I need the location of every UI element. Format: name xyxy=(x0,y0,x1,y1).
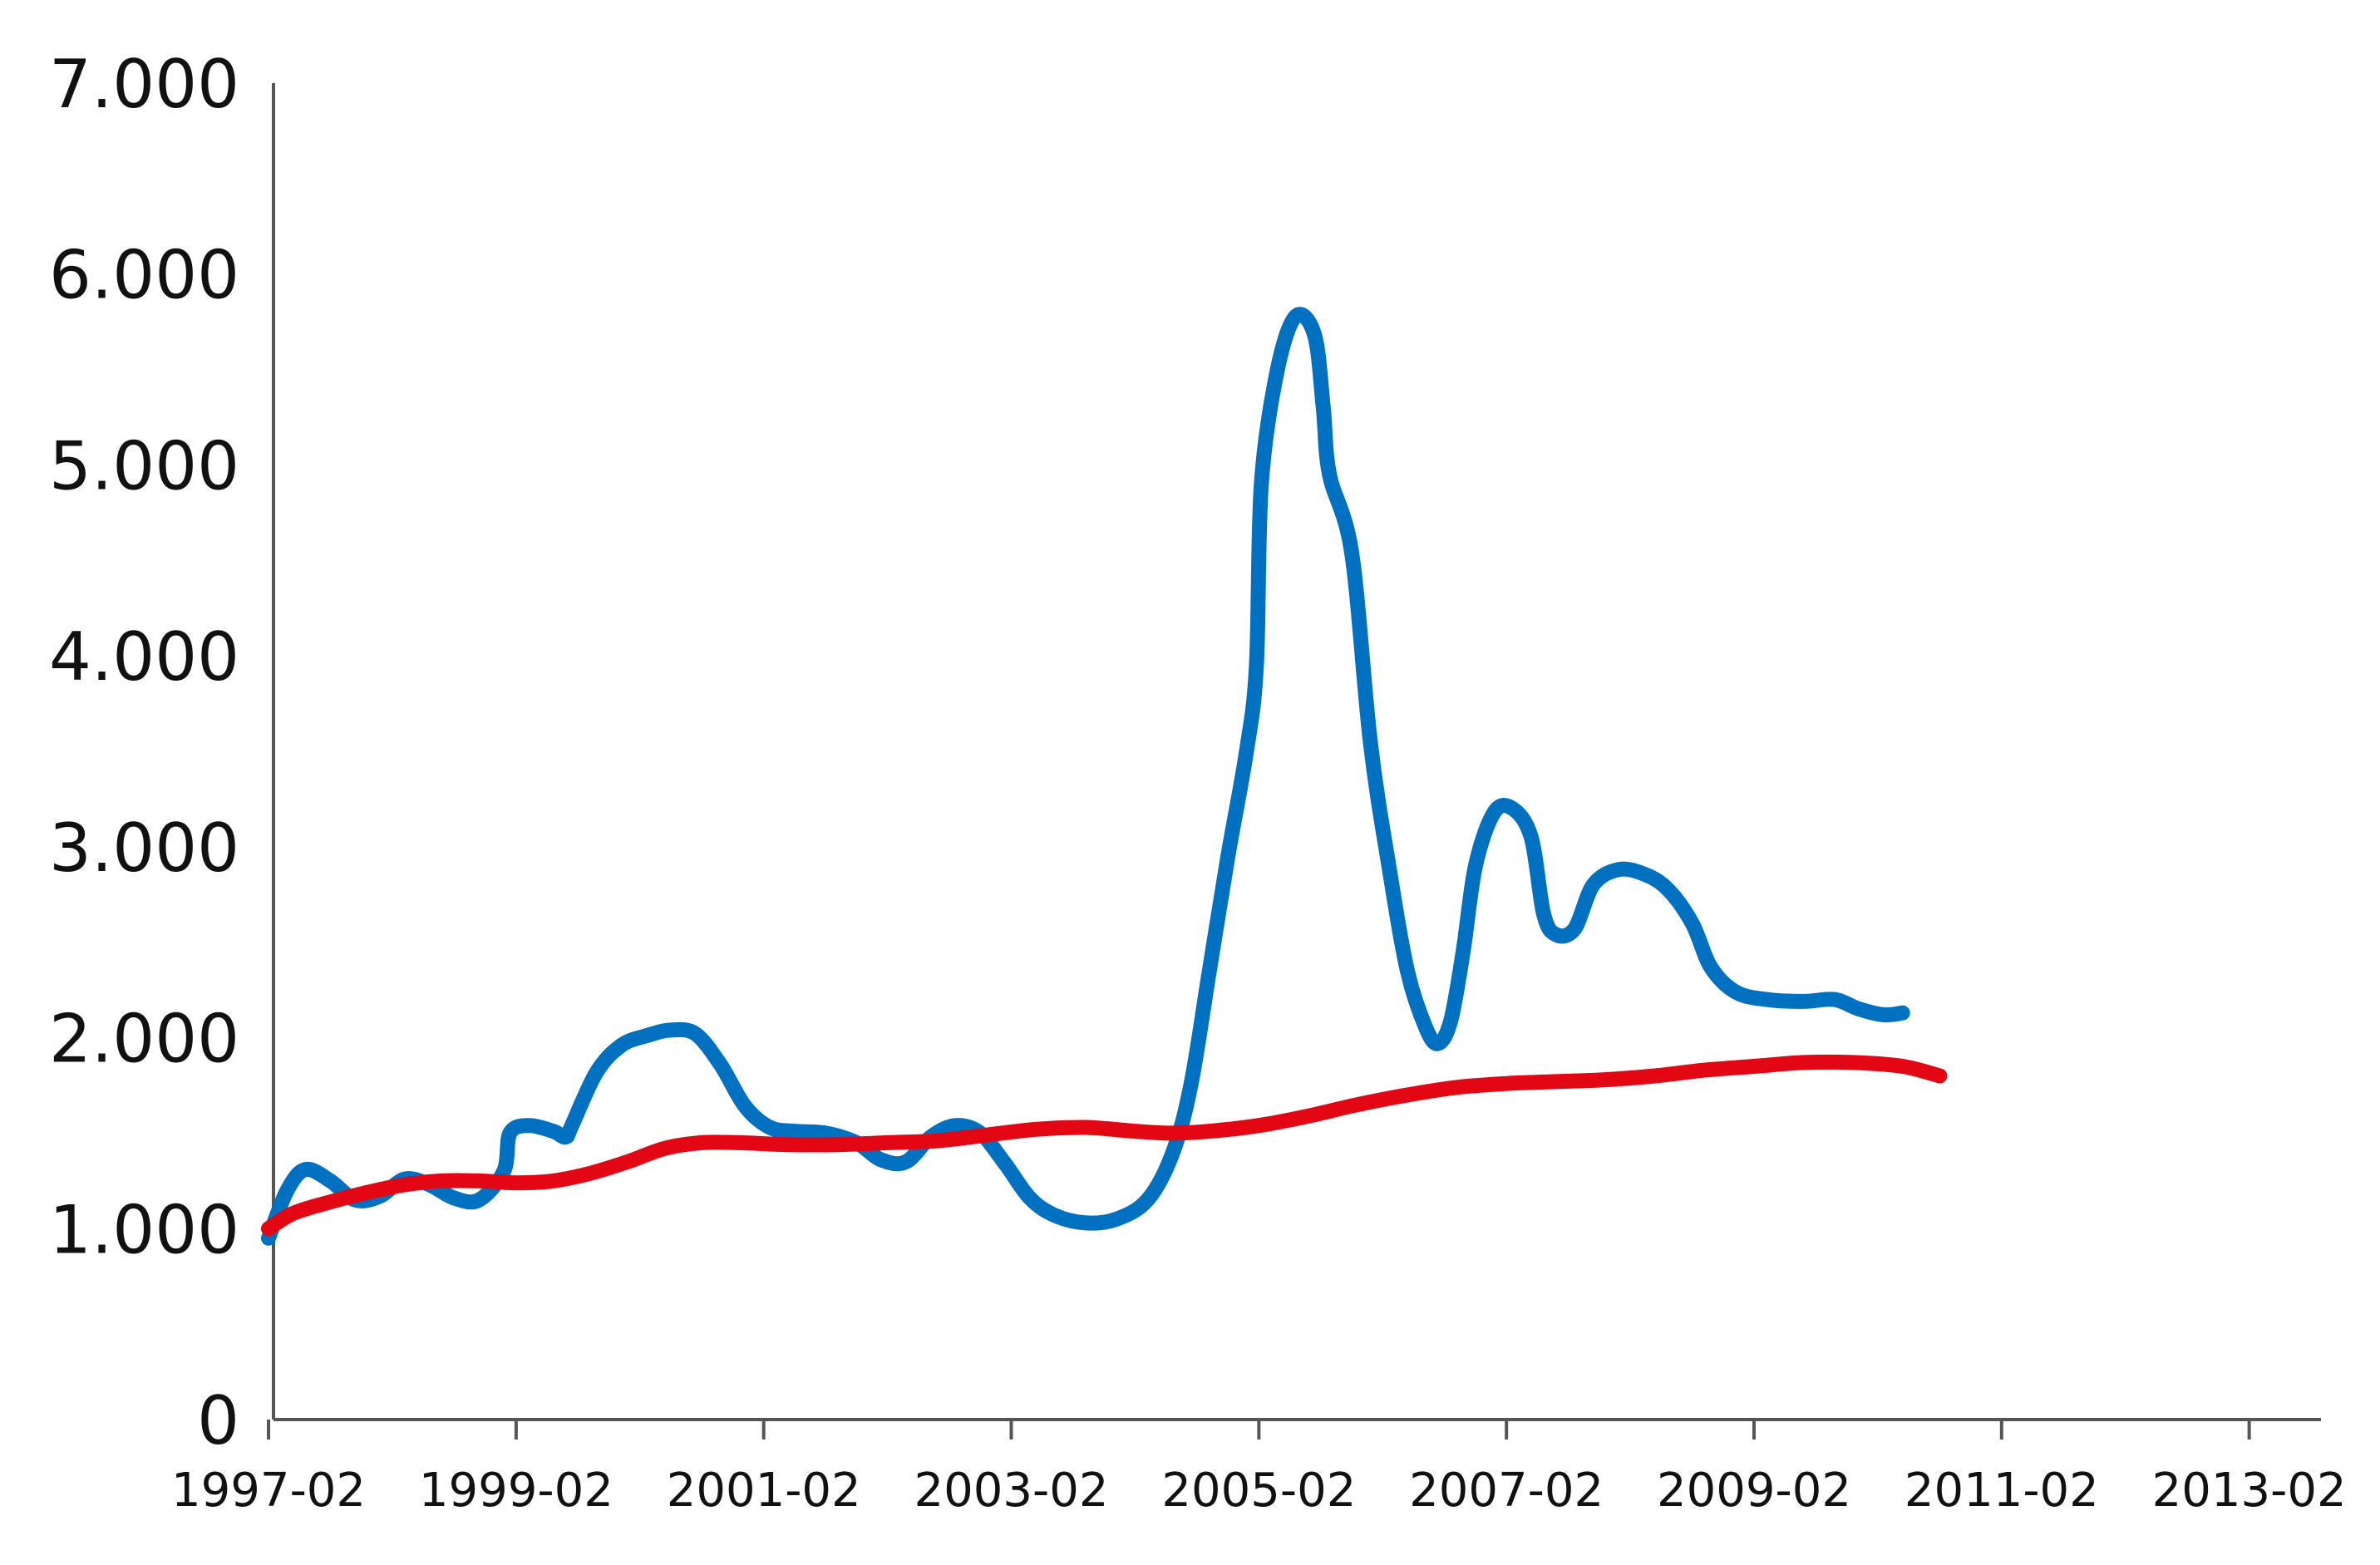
x-ticks xyxy=(267,1420,2251,1440)
y-tick-label: 7.000 xyxy=(49,46,239,123)
y-tick-label: 6.000 xyxy=(49,237,239,314)
y-tick-label: 1.000 xyxy=(49,1191,239,1268)
x-tick-label: 2007-02 xyxy=(1409,1464,1604,1518)
y-tick-label: 2.000 xyxy=(49,1001,239,1078)
x-tick-label: 2009-02 xyxy=(1657,1464,1851,1518)
y-tick-label: 4.000 xyxy=(49,618,239,696)
y-tick-label: 0 xyxy=(197,1382,239,1459)
y-tick-label: 3.000 xyxy=(49,810,239,887)
series-lines xyxy=(261,307,1948,1246)
x-tick-label: 1999-02 xyxy=(419,1464,613,1518)
x-tick-label: 2003-02 xyxy=(914,1464,1109,1518)
series-line-2 xyxy=(261,1054,1948,1237)
x-tick-label: 2005-02 xyxy=(1161,1464,1356,1518)
x-tick-label: 2001-02 xyxy=(667,1464,861,1518)
series-line-1 xyxy=(261,307,1910,1246)
y-tick-label: 5.000 xyxy=(49,427,239,504)
x-tick-label: 1997-02 xyxy=(171,1464,366,1518)
x-tick-label: 2013-02 xyxy=(2152,1464,2347,1518)
x-tick-label: 2011-02 xyxy=(1904,1464,2099,1518)
y-tick-labels: 0 1.000 2.000 3.000 4.000 5.000 6.000 7.000 xyxy=(49,46,239,1459)
x-tick-labels: 1997-02 1999-02 2001-02 2003-02 2005-02 2007-… xyxy=(171,1464,2347,1518)
